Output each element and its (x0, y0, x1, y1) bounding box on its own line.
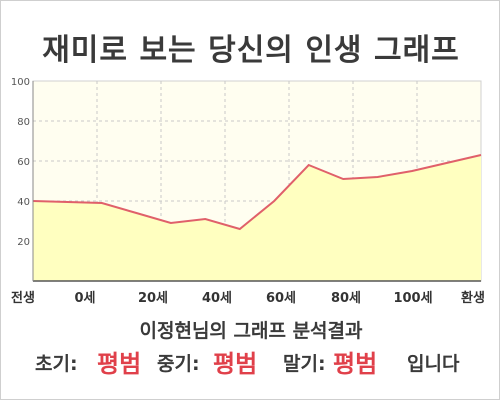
result-phases: 초기: 평범 중기: 평범 말기: 평범 입니다 (1, 348, 500, 380)
late-value: 평범 (333, 350, 378, 378)
y-tick-labels: 20 40 60 80 100 (11, 77, 30, 248)
x-tick-label: 40세 (202, 291, 232, 306)
x-tick-label: 0세 (74, 291, 95, 306)
life-line (32, 154, 482, 231)
middle-value: 평범 (213, 350, 258, 378)
x-tick-labels: 전생 0세 20세 40세 60세 80세 100세 환생 (11, 290, 485, 306)
x-tick-label: 100세 (393, 291, 432, 306)
early-label: 초기: (35, 353, 78, 375)
life-area-fill (33, 155, 481, 281)
x-tick-label: 전생 (11, 290, 35, 306)
x-tick-label: 80세 (331, 291, 361, 306)
result-suffix: 입니다 (407, 353, 460, 375)
x-tick-label: 20세 (138, 291, 168, 306)
x-tick-label: 환생 (461, 290, 485, 306)
y-tick-label: 40 (17, 197, 30, 208)
middle-label: 중기: (157, 353, 200, 375)
early-value: 평범 (97, 350, 142, 378)
y-tick-label: 20 (17, 237, 30, 248)
y-tick-label: 80 (17, 117, 30, 128)
result-summary: 이정현님의 그래프 분석결과 (139, 320, 363, 342)
y-tick-label: 60 (17, 157, 30, 168)
y-tick-label: 100 (11, 77, 30, 88)
x-tick-label: 60세 (266, 291, 296, 306)
page-title: 재미로 보는 당신의 인생 그래프 (42, 33, 460, 68)
late-label: 말기: (283, 353, 326, 375)
